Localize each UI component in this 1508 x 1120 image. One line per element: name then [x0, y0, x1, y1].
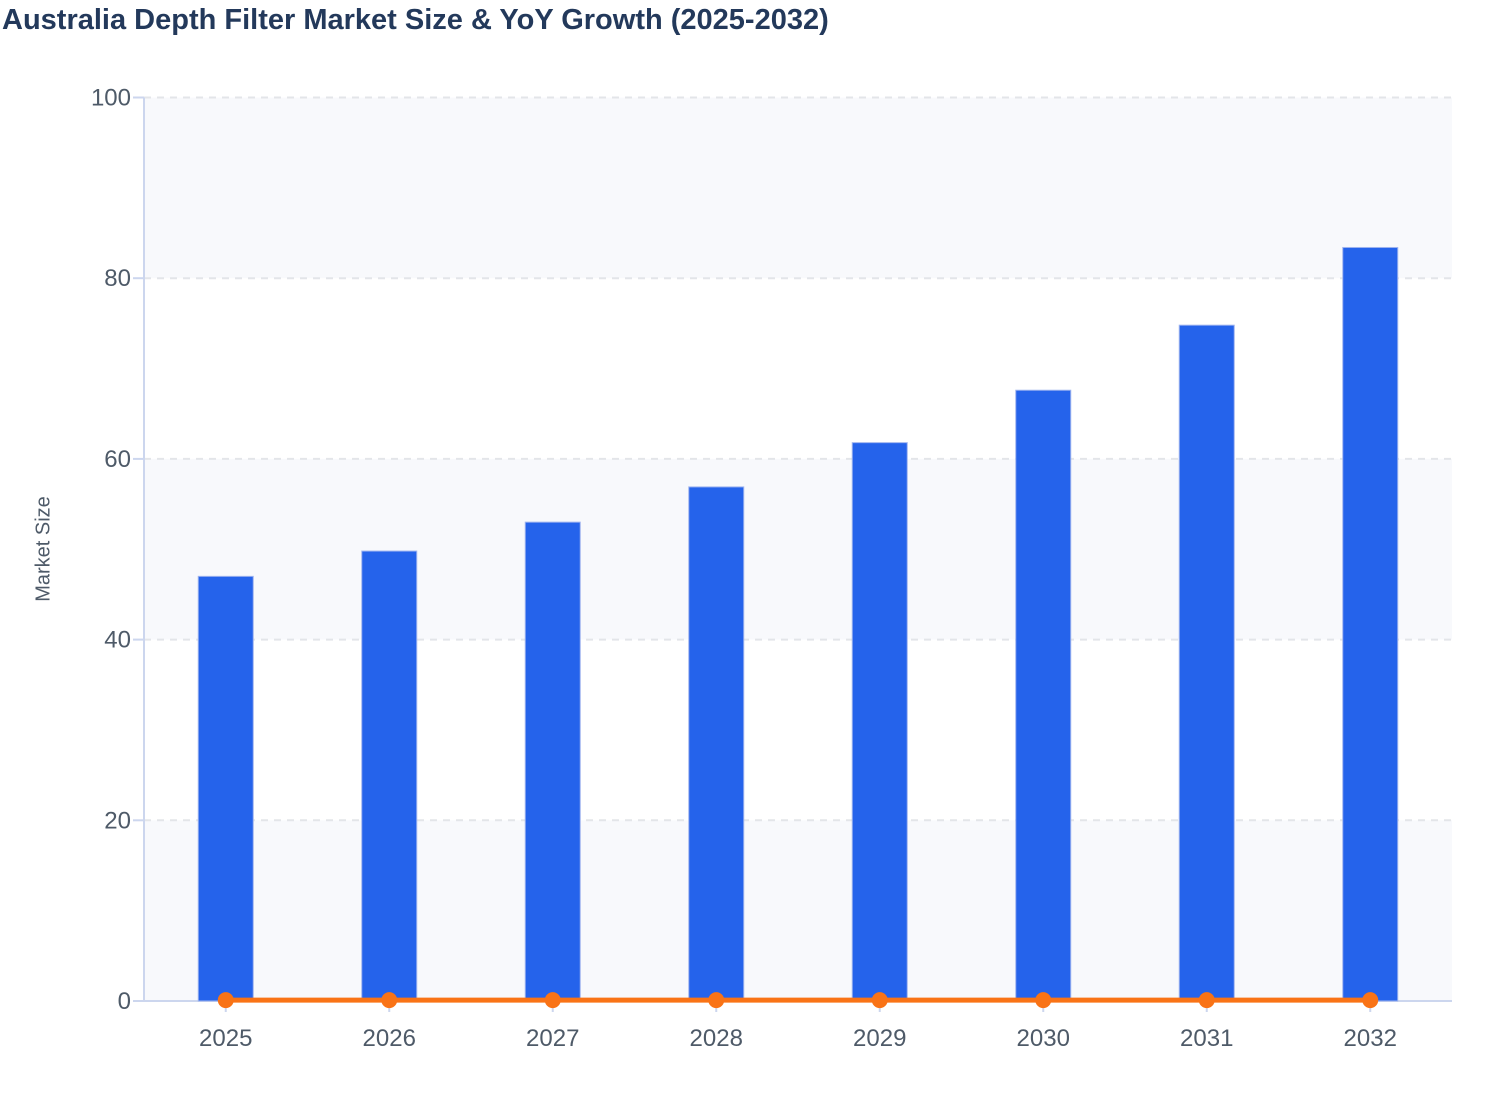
yoy-marker-2032[interactable] — [1362, 992, 1379, 1009]
plot-band-40-60 — [144, 458, 1452, 640]
bar-2026[interactable] — [361, 550, 418, 1002]
y-tick-label-40: 40 — [104, 627, 131, 654]
plot-band-0-20 — [144, 820, 1452, 1001]
x-tick-label-2032: 2032 — [1344, 1025, 1397, 1052]
bar-2032[interactable] — [1342, 246, 1399, 1002]
y-tick-label-0: 0 — [118, 988, 131, 1015]
yoy-marker-2028[interactable] — [708, 992, 725, 1009]
x-tick-label-2031: 2031 — [1180, 1025, 1233, 1052]
yoy-marker-2026[interactable] — [381, 992, 398, 1009]
bar-2029[interactable] — [851, 442, 908, 1002]
x-tick-label-2030: 2030 — [1017, 1025, 1070, 1052]
bar-2027[interactable] — [524, 521, 581, 1002]
x-tick-label-2025: 2025 — [199, 1025, 252, 1052]
y-tick-label-60: 60 — [104, 446, 131, 473]
yoy-marker-2031[interactable] — [1198, 992, 1215, 1009]
chart-title: Australia Depth Filter Market Size & YoY… — [2, 4, 829, 36]
bar-2025[interactable] — [197, 575, 254, 1002]
x-tick-label-2029: 2029 — [853, 1025, 906, 1052]
plot-band-80-100 — [144, 97, 1452, 279]
y-tick-label-80: 80 — [104, 265, 131, 292]
x-tick-label-2028: 2028 — [690, 1025, 743, 1052]
y-tick-label-100: 100 — [91, 85, 131, 112]
yoy-marker-2025[interactable] — [217, 992, 234, 1009]
yoy-marker-2030[interactable] — [1035, 992, 1052, 1009]
bar-2028[interactable] — [688, 486, 745, 1002]
y-tick-label-20: 20 — [104, 807, 131, 834]
x-tick-label-2026: 2026 — [363, 1025, 416, 1052]
x-tick-label-2027: 2027 — [526, 1025, 579, 1052]
yoy-marker-2029[interactable] — [871, 992, 888, 1009]
yoy-marker-2027[interactable] — [544, 992, 561, 1009]
bar-2031[interactable] — [1178, 324, 1235, 1002]
bar-2030[interactable] — [1015, 389, 1072, 1002]
